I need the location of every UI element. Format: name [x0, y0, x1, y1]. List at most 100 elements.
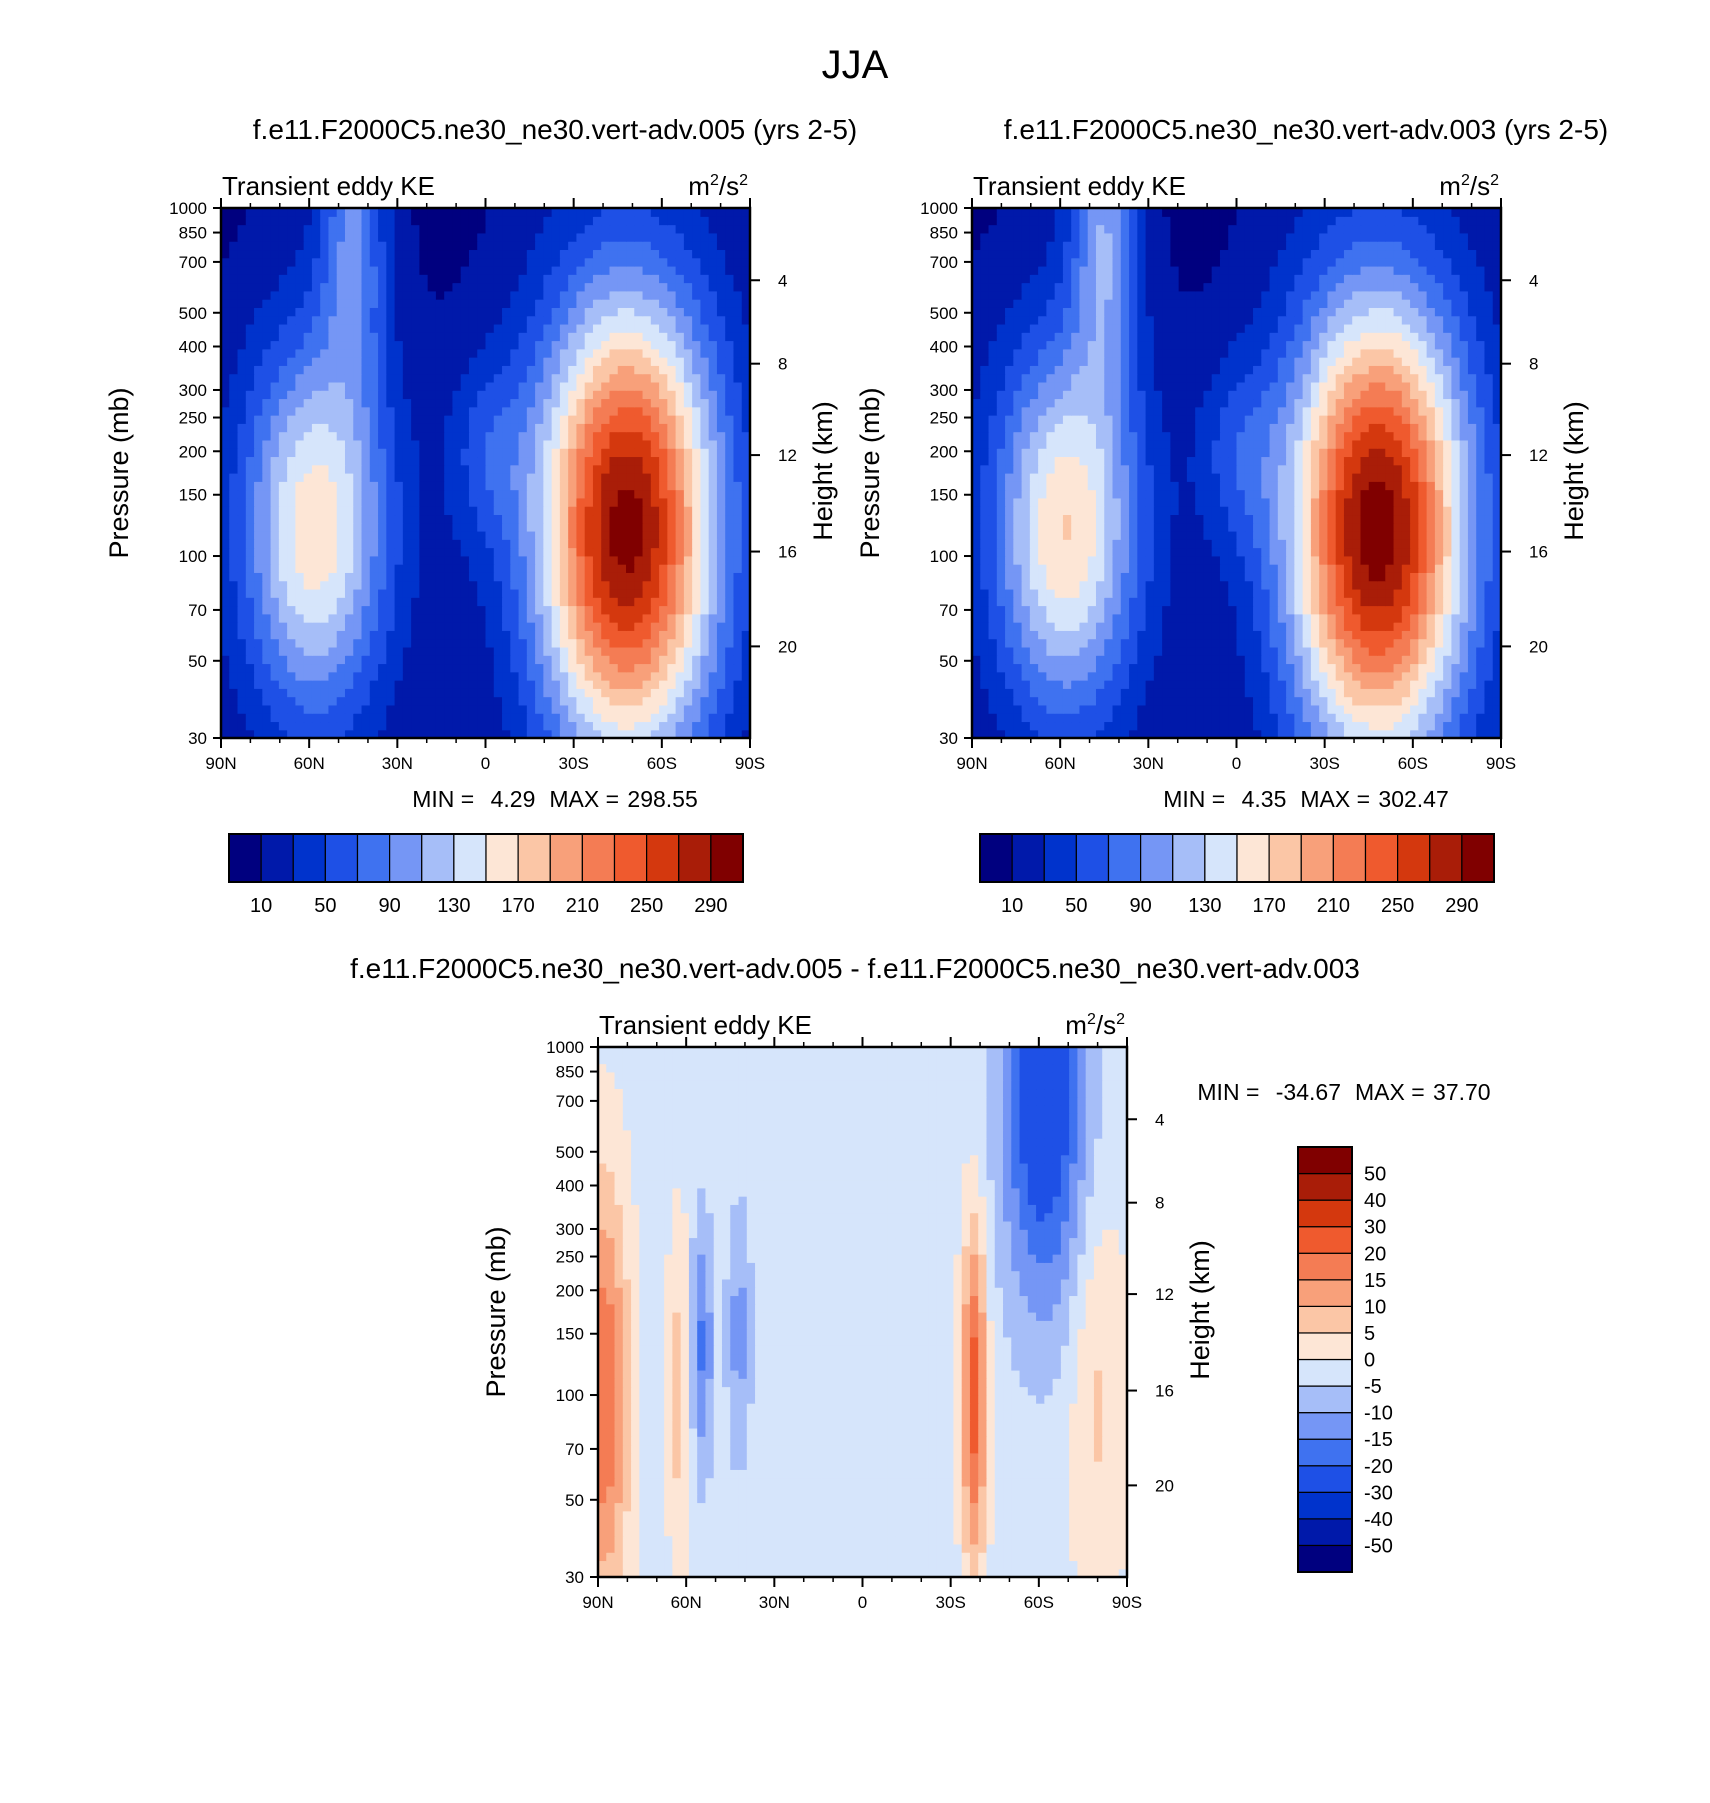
- field-cell: [650, 588, 660, 598]
- field-cell: [287, 630, 296, 640]
- field-cell: [1253, 721, 1262, 731]
- field-cell: [1013, 704, 1023, 714]
- field-cell: [700, 497, 710, 507]
- field-cell: [245, 713, 255, 723]
- field-cell: [716, 522, 726, 532]
- field-cell: [996, 696, 1006, 706]
- field-cell: [344, 729, 354, 739]
- field-cell: [378, 539, 387, 549]
- field-cell: [733, 348, 743, 358]
- field-cell: [617, 580, 627, 590]
- field-cell: [559, 481, 569, 491]
- field-cell: [229, 464, 239, 474]
- field-cell: [1062, 630, 1072, 640]
- field-cell: [708, 489, 718, 499]
- field-cell: [1467, 655, 1477, 665]
- field-cell: [741, 216, 751, 226]
- field-cell: [626, 323, 635, 333]
- field-cell: [303, 348, 313, 358]
- field-cell: [733, 622, 743, 631]
- field-cell: [741, 713, 751, 723]
- field-cell: [642, 315, 652, 325]
- field-cell: [435, 323, 445, 333]
- field-cell: [1294, 713, 1304, 723]
- field-cell: [700, 489, 710, 499]
- field-cell: [1095, 729, 1105, 739]
- field-cell: [386, 398, 396, 408]
- field-cell: [452, 365, 462, 375]
- field-cell: [642, 340, 652, 350]
- field-cell: [692, 630, 702, 640]
- field-cell: [1137, 680, 1147, 689]
- field-cell: [675, 613, 685, 623]
- field-cell: [617, 646, 627, 656]
- field-cell: [510, 315, 520, 325]
- field-cell: [468, 688, 478, 698]
- field-cell: [1343, 713, 1353, 723]
- field-cell: [584, 481, 594, 491]
- field-cell: [344, 456, 354, 466]
- field-cell: [700, 323, 710, 333]
- field-cell: [1352, 713, 1362, 723]
- field-cell: [1310, 638, 1320, 648]
- field-cell: [667, 381, 677, 391]
- field-cell: [328, 448, 338, 458]
- field-cell: [328, 340, 338, 350]
- y-tick-label: 400: [179, 337, 207, 356]
- field-cell: [642, 323, 652, 333]
- field-cell: [237, 630, 247, 640]
- field-cell: [402, 398, 412, 408]
- field-cell: [394, 390, 404, 400]
- field-cell: [1186, 721, 1196, 731]
- field-cell: [601, 713, 611, 723]
- field-cell: [526, 456, 536, 466]
- field-cell: [1434, 671, 1444, 681]
- field-cell: [667, 613, 677, 623]
- field-cell: [353, 439, 363, 449]
- field-cell: [444, 564, 454, 573]
- field-cell: [287, 456, 296, 466]
- field-cell: [1459, 696, 1469, 706]
- field-cell: [287, 323, 296, 333]
- field-cell: [551, 497, 561, 507]
- field-cell: [295, 282, 305, 292]
- field-cell: [435, 390, 445, 400]
- field-cell: [601, 696, 611, 706]
- field-cell: [576, 514, 586, 524]
- field-cell: [303, 208, 313, 217]
- field-cell: [634, 497, 644, 507]
- field-cell: [1195, 688, 1205, 698]
- field-cell: [386, 588, 396, 598]
- field-cell: [303, 323, 313, 333]
- field-cell: [1327, 729, 1337, 739]
- field-cell: [642, 423, 652, 433]
- field-cell: [584, 655, 594, 665]
- field-cell: [245, 274, 255, 284]
- field-cell: [1062, 663, 1072, 673]
- field-cell: [320, 613, 330, 623]
- field-cell: [419, 539, 429, 549]
- field-cell: [543, 307, 553, 317]
- field-cell: [411, 224, 420, 234]
- field-cell: [419, 729, 429, 739]
- field-cell: [667, 530, 677, 540]
- field-cell: [559, 265, 569, 275]
- field-cell: [254, 381, 263, 391]
- field-cell: [725, 282, 735, 292]
- field-cell: [576, 257, 586, 267]
- field-cell: [1476, 655, 1486, 665]
- field-cell: [675, 630, 685, 640]
- field-cell: [650, 497, 660, 507]
- field-cell: [1137, 713, 1147, 723]
- field-cell: [568, 713, 578, 723]
- field-cell: [568, 663, 578, 673]
- field-cell: [419, 597, 429, 607]
- field-cell: [468, 572, 478, 582]
- field-cell: [493, 323, 503, 333]
- field-cell: [427, 232, 437, 242]
- field-cell: [1443, 680, 1453, 689]
- field-cell: [510, 721, 520, 731]
- field-cell: [477, 704, 487, 714]
- field-cell: [692, 456, 702, 466]
- field-cell: [287, 655, 296, 665]
